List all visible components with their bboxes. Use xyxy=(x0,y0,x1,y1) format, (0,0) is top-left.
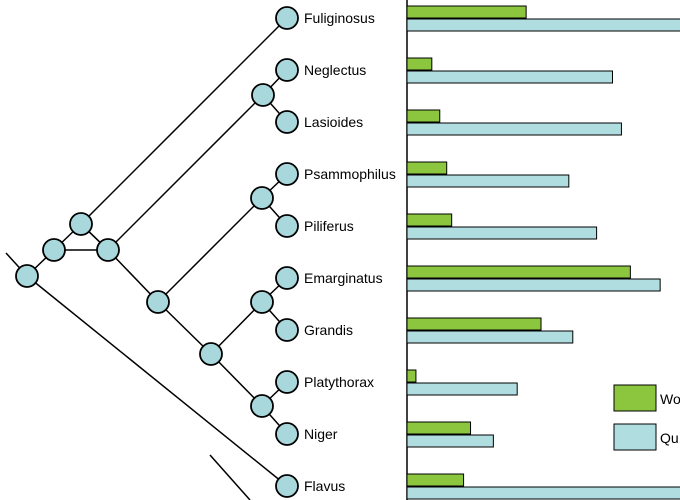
internal-node xyxy=(250,394,274,418)
internal-node xyxy=(69,212,93,236)
tip-label-fuliginosus: Fuliginosus xyxy=(304,10,375,26)
tip-label-neglectus: Neglectus xyxy=(304,62,366,78)
bar-queen-niger xyxy=(406,434,494,448)
bar-queen-psammophilus xyxy=(406,174,570,188)
bar-worker-psammophilus xyxy=(406,161,448,175)
bar-worker-fuliginosus xyxy=(406,5,527,19)
bar-queen-platythorax xyxy=(406,382,518,396)
branch xyxy=(157,301,212,355)
bar-worker-grandis xyxy=(406,317,542,331)
tip-label-platythorax: Platythorax xyxy=(304,374,374,390)
internal-node xyxy=(251,83,275,107)
bar-queen-lasioides xyxy=(406,122,622,136)
tip-node-piliferus xyxy=(275,214,299,238)
legend-swatch-queen xyxy=(613,423,657,451)
bar-queen-grandis xyxy=(406,330,574,344)
legend-label-queen: Qu xyxy=(660,430,679,446)
legend-label-worker: Wo xyxy=(660,391,680,407)
branch xyxy=(209,454,251,500)
tip-label-psammophilus: Psammophilus xyxy=(304,166,396,182)
tip-node-flavus xyxy=(275,474,299,498)
internal-node xyxy=(15,264,39,288)
bar-worker-flavus xyxy=(406,473,465,487)
bar-worker-platythorax xyxy=(406,369,417,383)
bar-queen-piliferus xyxy=(406,226,598,240)
legend: Wo Qu xyxy=(613,384,680,451)
legend-swatch-worker xyxy=(613,384,657,412)
tip-label-piliferus: Piliferus xyxy=(304,218,354,234)
tip-label-emarginatus: Emarginatus xyxy=(304,270,383,286)
bar-worker-neglectus xyxy=(406,57,433,71)
tree-nodes xyxy=(15,6,299,498)
bar-queen-emarginatus xyxy=(406,278,661,292)
branch xyxy=(107,249,159,303)
bar-worker-lasioides xyxy=(406,109,441,123)
tip-node-fuliginosus xyxy=(275,6,299,30)
branch xyxy=(210,301,263,355)
internal-node xyxy=(250,290,274,314)
tip-node-neglectus xyxy=(275,58,299,82)
bar-queen-fuliginosus xyxy=(406,18,680,32)
tip-node-niger xyxy=(275,422,299,446)
bar-worker-emarginatus xyxy=(406,265,631,279)
tip-node-platythorax xyxy=(275,370,299,394)
bar-worker-niger xyxy=(406,421,472,435)
internal-node xyxy=(96,238,120,262)
branch xyxy=(80,17,288,225)
tip-label-flavus: Flavus xyxy=(304,478,345,494)
internal-node xyxy=(42,238,66,262)
tip-node-lasioides xyxy=(275,110,299,134)
internal-node xyxy=(146,290,170,314)
tip-node-psammophilus xyxy=(275,162,299,186)
tip-labels: Fuliginosus Neglectus Lasioides Psammophilu… xyxy=(304,10,396,494)
internal-node xyxy=(250,186,274,210)
bar-chart xyxy=(406,0,680,500)
branch xyxy=(157,197,263,303)
tip-node-grandis xyxy=(275,318,299,342)
tip-node-emarginatus xyxy=(275,266,299,290)
tip-label-niger: Niger xyxy=(304,426,338,442)
bar-queen-flavus xyxy=(406,486,680,500)
branch xyxy=(210,353,263,407)
tip-label-grandis: Grandis xyxy=(304,322,353,338)
internal-node xyxy=(199,342,223,366)
branch xyxy=(26,275,288,487)
bar-queen-neglectus xyxy=(406,70,613,84)
bar-worker-piliferus xyxy=(406,213,453,227)
branch xyxy=(107,94,264,251)
tip-label-lasioides: Lasioides xyxy=(304,114,363,130)
